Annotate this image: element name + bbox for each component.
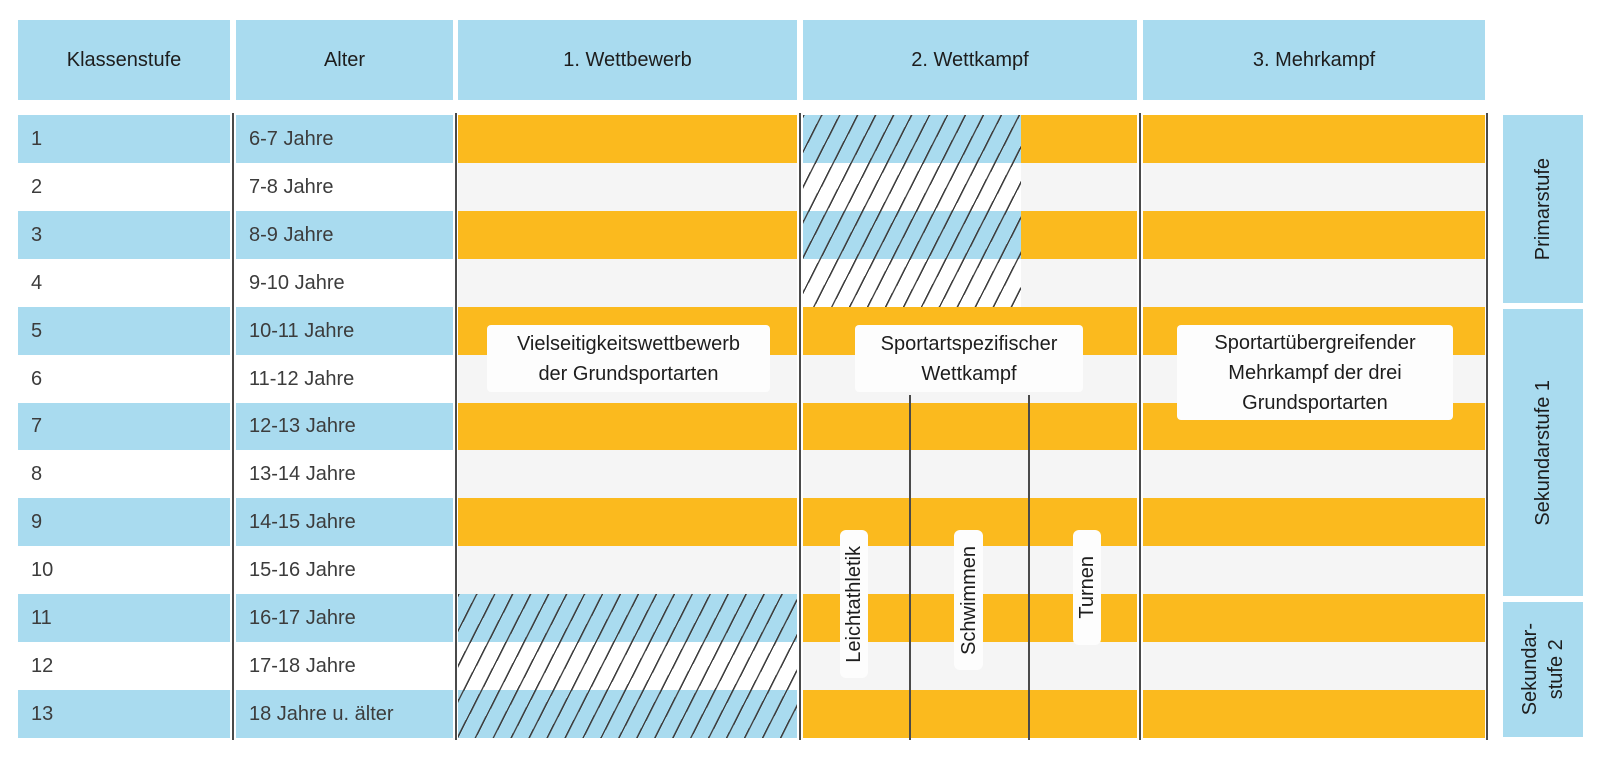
stripe-cell <box>1143 450 1485 498</box>
sport-divider <box>909 395 911 740</box>
wettkampf-label: Sportartspezifischer Wettkampf <box>855 325 1083 392</box>
stripe-cell <box>458 211 797 259</box>
sport-label-text: Schwimmen <box>957 545 980 655</box>
stripe-cell <box>1021 115 1137 163</box>
grade-cell: 13 <box>18 690 230 738</box>
stripe-cell <box>1021 211 1137 259</box>
stripe-cell <box>458 163 797 211</box>
grade-cell: 1 <box>18 115 230 163</box>
stage-label-line: stufe 2 <box>1545 639 1567 700</box>
sport-label-text: Leichtathletik <box>843 545 865 663</box>
age-cell: 11-12 Jahre <box>236 355 453 403</box>
label-line: der Grundsportarten <box>538 362 719 385</box>
sport-label-leichtathletik: Leichtathletik <box>840 530 868 678</box>
column-divider <box>232 113 234 740</box>
wettbewerb-label: Vielseitigkeitswettbewerb der Grundsport… <box>487 325 770 392</box>
sport-label-text: Turnen <box>1076 556 1098 619</box>
label-line: Sportartübergreifender <box>1214 331 1416 354</box>
stage-label: Sekundar- stufe 2 <box>1517 623 1569 715</box>
stripe-cell <box>458 546 797 594</box>
age-cell: 14-15 Jahre <box>236 498 453 546</box>
header-wettbewerb: 1. Wettbewerb <box>458 20 797 100</box>
stage-sekundarstufe-2: Sekundar- stufe 2 <box>1503 602 1583 737</box>
grade-cell: 10 <box>18 546 230 594</box>
column-divider <box>1486 113 1488 740</box>
age-cell: 15-16 Jahre <box>236 546 453 594</box>
grade-cell: 9 <box>18 498 230 546</box>
hatch-overlay-wettkampf <box>803 115 1021 307</box>
label-line: Grundsportarten <box>1242 391 1388 414</box>
stripe-cell <box>1143 546 1485 594</box>
age-cell: 13-14 Jahre <box>236 450 453 498</box>
column-divider <box>455 113 457 740</box>
grade-cell: 8 <box>18 450 230 498</box>
stripe-cell <box>1021 259 1137 307</box>
header-alter: Alter <box>236 20 453 100</box>
label-line: Sportartspezifischer <box>880 332 1058 355</box>
age-cell: 12-13 Jahre <box>236 403 453 450</box>
stripe-cell <box>458 259 797 307</box>
hatch-overlay-wettbewerb <box>458 594 797 738</box>
stripe-cell <box>1143 690 1485 738</box>
label-line: Mehrkampf der drei <box>1228 361 1402 384</box>
stripe-cell <box>1143 211 1485 259</box>
mehrkampf-label: Sportartübergreifender Mehrkampf der dre… <box>1177 325 1453 420</box>
stripe-cell <box>803 403 1137 450</box>
stripe-cell <box>458 450 797 498</box>
stripe-cell <box>803 690 1137 738</box>
stripe-cell <box>458 403 797 450</box>
grade-cell: 11 <box>18 594 230 642</box>
grade-cell: 2 <box>18 163 230 211</box>
stripe-cell <box>1143 594 1485 642</box>
header-mehrkampf: 3. Mehrkampf <box>1143 20 1485 100</box>
sport-label-schwimmen: Schwimmen <box>954 530 983 670</box>
stage-primarstufe: Primarstufe <box>1503 115 1583 303</box>
stage-label: Primarstufe <box>1530 158 1556 260</box>
age-cell: 7-8 Jahre <box>236 163 453 211</box>
grade-cell: 4 <box>18 259 230 307</box>
stage-label: Sekundarstufe 1 <box>1530 380 1556 526</box>
stripe-cell <box>803 450 1137 498</box>
column-divider <box>1139 113 1141 740</box>
age-cell: 8-9 Jahre <box>236 211 453 259</box>
grade-cell: 5 <box>18 307 230 355</box>
age-cell: 16-17 Jahre <box>236 594 453 642</box>
stripe-cell <box>1143 115 1485 163</box>
label-line: Wettkampf <box>921 362 1017 385</box>
stage-label-line: Sekundar- <box>1519 623 1541 716</box>
grade-cell: 3 <box>18 211 230 259</box>
stripe-cell <box>1143 642 1485 690</box>
stage-label-line: Primarstufe <box>1532 157 1554 261</box>
stripe-cell <box>1021 163 1137 211</box>
age-cell: 17-18 Jahre <box>236 642 453 690</box>
column-divider <box>799 113 801 740</box>
stripe-cell <box>1143 498 1485 546</box>
header-klassenstufe: Klassenstufe <box>18 20 230 100</box>
label-line: Vielseitigkeitswettbewerb <box>516 332 741 355</box>
sport-label-turnen: Turnen <box>1073 530 1101 645</box>
age-cell: 6-7 Jahre <box>236 115 453 163</box>
stripe-cell <box>458 115 797 163</box>
age-cell: 9-10 Jahre <box>236 259 453 307</box>
grade-cell: 12 <box>18 642 230 690</box>
stage-sekundarstufe-1: Sekundarstufe 1 <box>1503 309 1583 596</box>
age-cell: 10-11 Jahre <box>236 307 453 355</box>
stripe-cell <box>458 498 797 546</box>
header-wettkampf: 2. Wettkampf <box>803 20 1137 100</box>
age-cell: 18 Jahre u. älter <box>236 690 453 738</box>
stripe-cell <box>1143 259 1485 307</box>
stage-label-line: Sekundarstufe 1 <box>1532 379 1554 526</box>
stripe-cell <box>1143 163 1485 211</box>
sport-divider <box>1028 395 1030 740</box>
grade-cell: 6 <box>18 355 230 403</box>
grade-cell: 7 <box>18 403 230 450</box>
